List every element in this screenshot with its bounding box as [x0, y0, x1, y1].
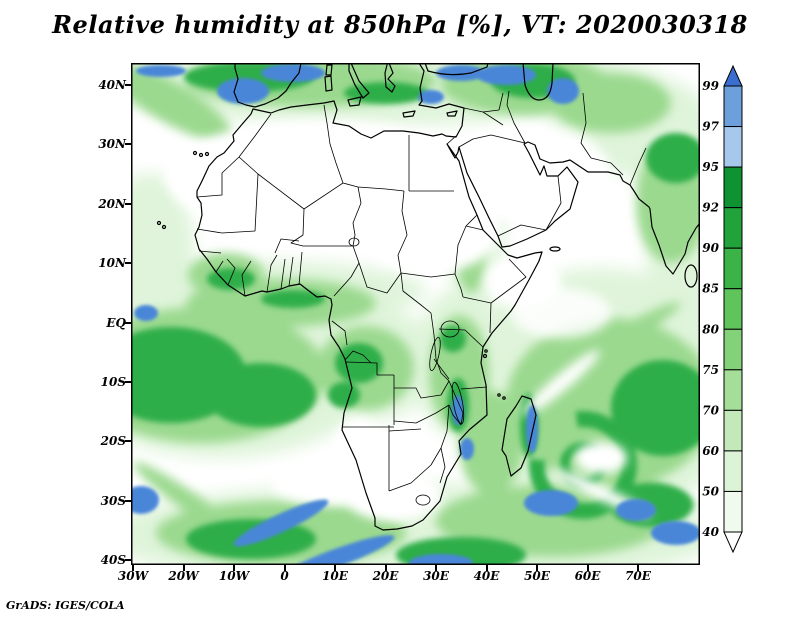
lat-tick — [125, 262, 131, 265]
colorbar-label: 40 — [702, 525, 719, 539]
lat-tick — [125, 380, 131, 383]
colorbar-label: 80 — [702, 322, 719, 336]
colorbar-segment — [723, 490, 743, 533]
lat-label: 20S — [100, 434, 126, 449]
lon-tick — [132, 565, 134, 571]
colorbar-segment — [723, 126, 743, 168]
colorbar-arrow-bottom — [723, 531, 743, 554]
colorbar-label: 95 — [702, 160, 719, 174]
lon-tick — [536, 565, 538, 571]
colorbar-segment — [723, 166, 743, 209]
lon-label: 30W — [117, 569, 149, 583]
colorbar-label: 90 — [702, 241, 719, 255]
lon-label: 10W — [218, 569, 250, 583]
lon-tick — [485, 565, 488, 571]
colorbar-label: 99 — [702, 79, 719, 93]
lon-tick — [384, 565, 387, 571]
lat-label: 40S — [100, 553, 126, 567]
lon-label: 10E — [322, 569, 348, 583]
colorbar-label: 92 — [702, 201, 719, 215]
lon-tick — [637, 565, 639, 571]
lon-label: 50E — [524, 569, 550, 583]
colorbar-arrow-top — [723, 64, 743, 87]
colorbar-segment — [723, 328, 743, 371]
colorbar-segment — [723, 369, 743, 411]
lon-label: 30E — [423, 569, 449, 583]
colorbar-segment — [723, 247, 743, 290]
lon-label: 70E — [625, 569, 651, 583]
lon-tick — [283, 565, 286, 571]
lon-tick — [233, 565, 235, 571]
lat-tick — [125, 321, 131, 324]
colorbar-label: 60 — [702, 444, 719, 458]
lon-label: 60E — [574, 569, 601, 583]
lat-label: 20N — [98, 196, 126, 211]
lon-label: 20W — [168, 569, 199, 583]
lon-label: 40E — [473, 569, 500, 583]
colorbar-label: 70 — [702, 403, 719, 417]
lat-tick — [125, 499, 131, 502]
lat-label: 40N — [98, 78, 126, 92]
lat-tick — [125, 559, 131, 561]
plot-title: Relative humidity at 850hPa [%], VT: 202… — [52, 10, 748, 39]
colorbar-label: 85 — [702, 282, 719, 296]
colorbar-segment — [723, 288, 743, 330]
lon-tick — [334, 565, 336, 571]
map-frame — [131, 63, 700, 565]
lon-tick — [586, 565, 589, 571]
lat-tick — [125, 143, 131, 146]
lat-tick — [125, 202, 131, 205]
colorbar-label: 50 — [702, 484, 719, 498]
lat-label: 30S — [100, 493, 126, 508]
lat-tick — [125, 440, 131, 443]
lat-label: 30N — [98, 137, 126, 152]
lat-label: EQ — [106, 315, 126, 330]
colorbar-segment — [723, 85, 743, 128]
humidity-shading — [132, 64, 699, 564]
lon-label: 20E — [372, 569, 399, 583]
colorbar-segment — [723, 207, 743, 249]
country-borders — [196, 90, 647, 506]
lon-tick — [182, 565, 185, 571]
lat-label: 10S — [100, 374, 126, 389]
grads-credit: GrADS: IGES/COLA — [6, 599, 125, 612]
colorbar-label: 75 — [702, 363, 719, 377]
humidity-map — [131, 63, 700, 565]
lat-tick — [125, 84, 131, 86]
coastlines — [156, 64, 699, 531]
lon-label: 0 — [280, 569, 289, 583]
colorbar-label: 97 — [702, 120, 719, 134]
colorbar: 99 97 95 92 90 85 80 75 70 60 50 40 — [702, 64, 743, 554]
colorbar-segment — [723, 450, 743, 492]
lon-tick — [435, 565, 437, 571]
lat-label: 10N — [98, 256, 126, 271]
colorbar-segment — [723, 409, 743, 452]
